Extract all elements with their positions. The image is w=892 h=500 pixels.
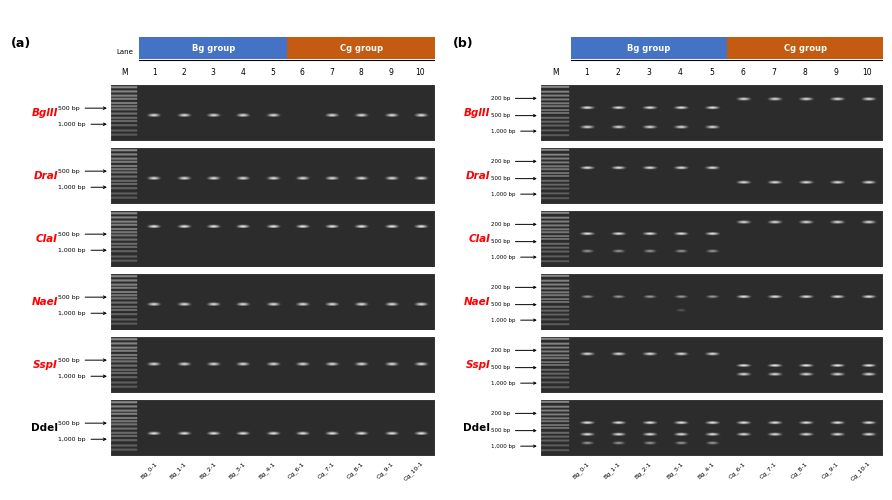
Text: 10: 10 <box>863 68 872 76</box>
Text: 500 bp: 500 bp <box>58 358 106 362</box>
Text: 1,000 bp: 1,000 bp <box>58 437 106 442</box>
Text: Cg_9-1: Cg_9-1 <box>376 460 395 480</box>
Text: Bg_1-1: Bg_1-1 <box>603 460 622 479</box>
Text: Bg group: Bg group <box>192 44 235 52</box>
Text: 500 bp: 500 bp <box>491 239 536 244</box>
Text: Cg_6-1: Cg_6-1 <box>727 460 747 479</box>
Text: 500 bp: 500 bp <box>58 168 106 173</box>
Text: Cg_10-1: Cg_10-1 <box>402 460 425 482</box>
Text: BglII: BglII <box>31 108 58 118</box>
Text: SspI: SspI <box>33 360 58 370</box>
Text: (a): (a) <box>12 38 31 51</box>
Text: 500 bp: 500 bp <box>58 420 106 426</box>
Text: Cg_6-1: Cg_6-1 <box>287 460 306 479</box>
Text: 200 bp: 200 bp <box>491 411 536 416</box>
Text: 500 bp: 500 bp <box>491 302 536 307</box>
Text: Bg_4-1: Bg_4-1 <box>257 460 277 479</box>
Text: 200 bp: 200 bp <box>491 222 536 227</box>
Text: Bg_2-1: Bg_2-1 <box>198 460 218 479</box>
Text: 1: 1 <box>152 68 156 76</box>
Text: BglII: BglII <box>464 108 491 118</box>
Text: Lane: Lane <box>116 48 133 54</box>
Text: Cg_10-1: Cg_10-1 <box>849 460 871 482</box>
Text: Cg_9-1: Cg_9-1 <box>821 460 840 480</box>
Text: ClaI: ClaI <box>468 234 491 243</box>
Text: 500 bp: 500 bp <box>58 106 106 110</box>
Text: 1,000 bp: 1,000 bp <box>491 444 536 448</box>
Text: 1,000 bp: 1,000 bp <box>58 184 106 190</box>
Text: 8: 8 <box>803 68 807 76</box>
Text: Bg_3-1: Bg_3-1 <box>227 460 247 479</box>
Text: Bg group: Bg group <box>627 44 671 52</box>
Bar <box>571 38 727 58</box>
Text: DraI: DraI <box>466 170 491 180</box>
Text: M: M <box>121 68 128 76</box>
Text: DdeI: DdeI <box>31 422 58 432</box>
Text: 1: 1 <box>584 68 589 76</box>
Text: 500 bp: 500 bp <box>58 294 106 300</box>
Text: 200 bp: 200 bp <box>491 159 536 164</box>
Text: 500 bp: 500 bp <box>58 232 106 236</box>
Text: 1,000 bp: 1,000 bp <box>491 254 536 260</box>
Text: 500 bp: 500 bp <box>491 113 536 118</box>
Bar <box>139 38 287 58</box>
Text: 200 bp: 200 bp <box>491 348 536 353</box>
Text: 1,000 bp: 1,000 bp <box>491 192 536 196</box>
Bar <box>287 38 435 58</box>
Text: (b): (b) <box>452 38 473 51</box>
Text: 6: 6 <box>740 68 745 76</box>
Text: 7: 7 <box>772 68 776 76</box>
Text: Cg group: Cg group <box>783 44 827 52</box>
Text: Cg_7-1: Cg_7-1 <box>758 460 778 480</box>
Text: 1,000 bp: 1,000 bp <box>58 248 106 252</box>
Text: Cg group: Cg group <box>340 44 383 52</box>
Text: M: M <box>552 68 558 76</box>
Text: 1,000 bp: 1,000 bp <box>58 374 106 379</box>
Text: Cg_8-1: Cg_8-1 <box>346 460 366 479</box>
Text: 500 bp: 500 bp <box>491 428 536 433</box>
Text: Bg_2-1: Bg_2-1 <box>633 460 653 479</box>
Text: Cg_7-1: Cg_7-1 <box>317 460 335 480</box>
Text: 2: 2 <box>615 68 620 76</box>
Text: 3: 3 <box>647 68 651 76</box>
Text: 5: 5 <box>709 68 714 76</box>
Text: 1,000 bp: 1,000 bp <box>491 318 536 322</box>
Text: 1,000 bp: 1,000 bp <box>58 310 106 316</box>
Text: 9: 9 <box>388 68 393 76</box>
Text: NaeI: NaeI <box>31 296 58 306</box>
Text: 3: 3 <box>211 68 216 76</box>
Text: 1,000 bp: 1,000 bp <box>491 380 536 386</box>
Text: 4: 4 <box>678 68 682 76</box>
Text: 8: 8 <box>359 68 364 76</box>
Text: NaeI: NaeI <box>464 296 491 306</box>
Text: 9: 9 <box>834 68 838 76</box>
Text: SspI: SspI <box>466 360 491 370</box>
Text: Cg_8-1: Cg_8-1 <box>789 460 809 479</box>
Text: Bg_4-1: Bg_4-1 <box>696 460 715 479</box>
Text: ClaI: ClaI <box>36 234 58 243</box>
Text: 10: 10 <box>416 68 425 76</box>
Text: Bg_3-1: Bg_3-1 <box>665 460 684 479</box>
Text: Bg_0-1: Bg_0-1 <box>572 460 591 479</box>
Text: 200 bp: 200 bp <box>491 285 536 290</box>
Text: 6: 6 <box>300 68 304 76</box>
Text: 5: 5 <box>270 68 275 76</box>
Text: 500 bp: 500 bp <box>491 365 536 370</box>
Text: 7: 7 <box>329 68 334 76</box>
Text: 2: 2 <box>181 68 186 76</box>
Text: 1,000 bp: 1,000 bp <box>58 122 106 126</box>
Text: Bg_0-1: Bg_0-1 <box>139 460 158 479</box>
Bar <box>727 38 883 58</box>
Text: 500 bp: 500 bp <box>491 176 536 181</box>
Text: 200 bp: 200 bp <box>491 96 536 101</box>
Text: 4: 4 <box>241 68 245 76</box>
Text: DraI: DraI <box>33 170 58 180</box>
Text: Bg_1-1: Bg_1-1 <box>169 460 187 479</box>
Text: DdeI: DdeI <box>464 422 491 432</box>
Text: 1,000 bp: 1,000 bp <box>491 128 536 134</box>
